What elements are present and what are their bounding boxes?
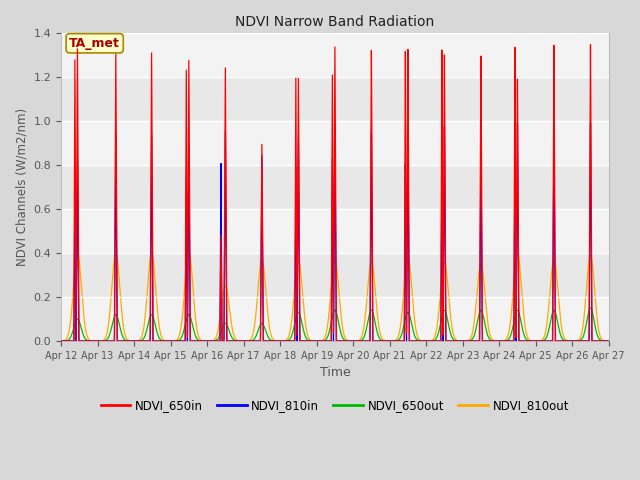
NDVI_650out [411,332,419,338]
Line: NDVI_810in: NDVI_810in [61,123,609,341]
Bar [61,253,609,297]
NDVI_810in [514,120,522,126]
NDVI_810out [603,338,611,344]
NDVI_650out [488,338,496,344]
NDVI_650in [174,338,182,344]
NDVI_810out [185,248,193,253]
NDVI_650out [175,338,182,344]
NDVI_810in [168,338,176,344]
NDVI_810out [411,317,419,323]
Title: NDVI Narrow Band Radiation: NDVI Narrow Band Radiation [236,15,435,29]
NDVI_810in [262,338,270,344]
Bar [61,121,609,165]
NDVI_650in [488,338,496,344]
Bar [61,77,609,121]
NDVI_810out [488,336,496,342]
Text: TA_met: TA_met [69,37,120,50]
Legend: NDVI_650in, NDVI_810in, NDVI_650out, NDVI_810out: NDVI_650in, NDVI_810in, NDVI_650out, NDV… [96,395,574,417]
NDVI_810out [175,335,182,341]
X-axis label: Time: Time [319,366,350,379]
NDVI_650in [410,338,418,344]
Bar [61,165,609,209]
NDVI_810in [410,338,418,344]
NDVI_810out [93,338,100,344]
NDVI_810in [174,338,182,344]
Bar [61,33,609,77]
NDVI_650out [587,305,595,311]
Line: NDVI_650in: NDVI_650in [61,45,609,341]
NDVI_650in [168,338,176,344]
NDVI_650in [603,338,611,344]
Line: NDVI_810out: NDVI_810out [61,251,609,341]
NDVI_810in [57,338,65,344]
Bar [61,297,609,341]
Bar [61,209,609,253]
NDVI_650out [57,338,65,344]
Y-axis label: NDVI Channels (W/m2/nm): NDVI Channels (W/m2/nm) [15,108,28,266]
NDVI_650out [169,338,177,344]
NDVI_810out [169,338,177,344]
NDVI_810in [488,338,496,344]
NDVI_650in [262,338,270,344]
Bar [61,0,609,33]
NDVI_650out [605,338,612,344]
NDVI_810in [603,338,611,344]
NDVI_650out [93,338,100,344]
NDVI_650out [262,329,270,335]
NDVI_810out [605,338,612,344]
NDVI_810out [262,293,270,299]
NDVI_650in [605,338,612,344]
Line: NDVI_650out: NDVI_650out [61,308,609,341]
NDVI_810out [57,338,65,344]
NDVI_810in [605,338,612,344]
NDVI_650out [603,338,611,344]
NDVI_650in [587,42,595,48]
NDVI_650in [57,338,65,344]
